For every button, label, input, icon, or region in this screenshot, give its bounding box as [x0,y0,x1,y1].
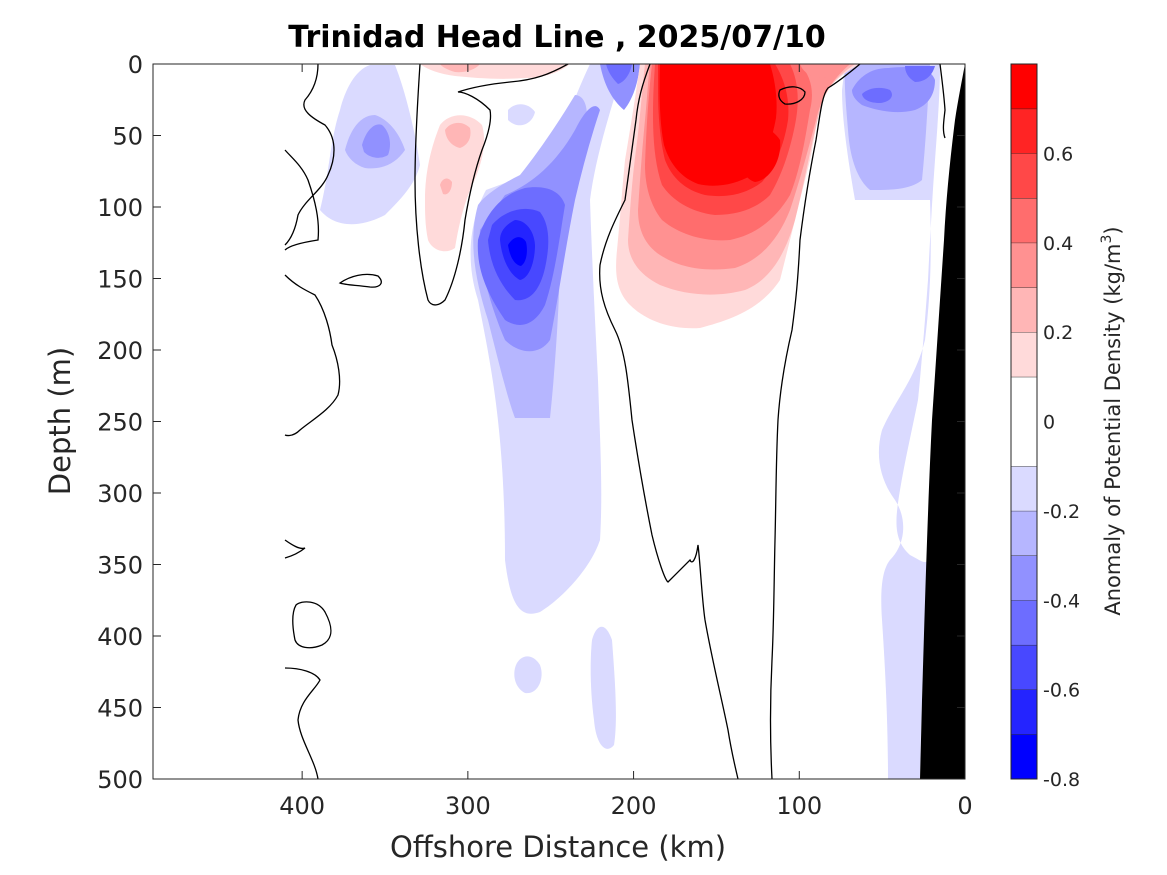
x-tick-label: 0 [957,792,972,820]
colorbar-segment [1011,242,1037,288]
colorbar-segment [1011,689,1037,735]
positive-anomaly-surface-100 [800,64,850,78]
colorbar-tick-label: -0.4 [1043,590,1080,612]
colorbar-segment [1011,376,1037,467]
colorbar-segment [1011,466,1037,511]
colorbar-frame [1010,63,1038,780]
zero-contour-2 [338,273,382,288]
negative-anomaly-upper-offshore-level-3 [362,124,390,158]
bathymetry [920,64,965,779]
colorbar-segment [1011,734,1037,779]
contour-fills [320,64,940,779]
positive-anomaly-surface-offshore-level-2 [440,64,480,73]
y-tick-label: 400 [97,623,143,651]
colorbar-segment [1011,600,1037,645]
zero-contour-4 [284,539,306,559]
colorbar-segment [1011,555,1037,601]
colorbar-tick-label: 0.6 [1043,143,1073,165]
x-tick-label: 100 [776,792,822,820]
positive-anomaly-subsurface-offshore-level-2b [440,178,452,195]
colorbar-ticks: -0.8 -0.6 -0.4 -0.2 0 0.2 0.4 0.6 [1043,143,1080,791]
y-tick-label: 0 [128,51,143,79]
negative-anomaly-deep-blob-1 [514,656,542,694]
colorbar-title: Anomaly of Potential Density (kg/m3) [1099,226,1125,615]
y-axis: 0 50 100 150 200 250 300 350 400 450 500 [97,51,965,794]
colorbar-segment [1011,287,1037,333]
zero-contour-9 [939,64,946,139]
negative-anomaly-small-patch [508,104,535,126]
colorbar-segment [1011,108,1037,154]
negative-anomaly-shelf-level-4 [862,87,892,103]
negative-anomaly-shelf-level-4b [905,66,935,82]
y-tick-label: 150 [97,266,143,294]
negative-anomaly-surface-210-core [606,64,632,84]
chart-title: Trinidad Head Line , 2025/07/10 [288,20,825,55]
y-tick-label: 100 [97,194,143,222]
colorbar-tick-label: 0.4 [1043,233,1073,255]
y-tick-label: 350 [97,552,143,580]
y-tick-label: 300 [97,480,143,508]
y-tick-label: 500 [97,766,143,794]
zero-contour-10 [778,86,806,105]
colorbar-segment [1011,510,1037,556]
positive-anomaly-fill-core-extension [738,124,781,182]
zero-contours [284,64,946,779]
colorbar-tick-label: 0.2 [1043,322,1073,344]
x-tick-label: 300 [445,792,491,820]
positive-anomaly-subsurface-offshore [425,115,485,252]
negative-anomaly-surface-210 [600,64,640,110]
negative-anomaly-deep-blob-2 [590,626,616,749]
x-axis: 400 300 200 100 0 [279,64,973,820]
x-axis-title: Offshore Distance (km) [390,830,726,864]
y-tick-label: 200 [97,337,143,365]
x-tick-label: 400 [279,792,325,820]
zero-contour-1 [284,64,341,437]
colorbar-tick-label: 0 [1043,412,1055,434]
colorbar-tick-label: -0.8 [1043,769,1080,791]
negative-anomaly-shelf [842,64,940,779]
colorbar-tick-label: -0.6 [1043,680,1080,702]
zero-contour-6 [414,64,569,306]
positive-anomaly-subsurface-offshore-level-2 [445,122,471,148]
y-tick-label: 450 [97,695,143,723]
zero-contour-8 [769,64,861,779]
colorbar-segment [1011,153,1037,199]
y-axis-title: Depth (m) [43,347,77,495]
y-tick-label: 250 [97,409,143,437]
x-tick-label: 200 [611,792,657,820]
y-tick-label: 50 [112,123,143,151]
colorbar-tick-label: -0.2 [1043,501,1080,523]
zero-contour-3 [292,601,332,649]
colorbar-segment [1011,644,1037,690]
zero-contour-5 [284,667,321,779]
colorbar-segment [1011,198,1037,243]
colorbar-segment [1011,332,1037,377]
colorbar-segment [1011,64,1037,109]
zero-contour-7 [599,64,739,779]
colorbar [1010,63,1038,780]
negative-anomaly-fill-level-7 [508,237,527,266]
